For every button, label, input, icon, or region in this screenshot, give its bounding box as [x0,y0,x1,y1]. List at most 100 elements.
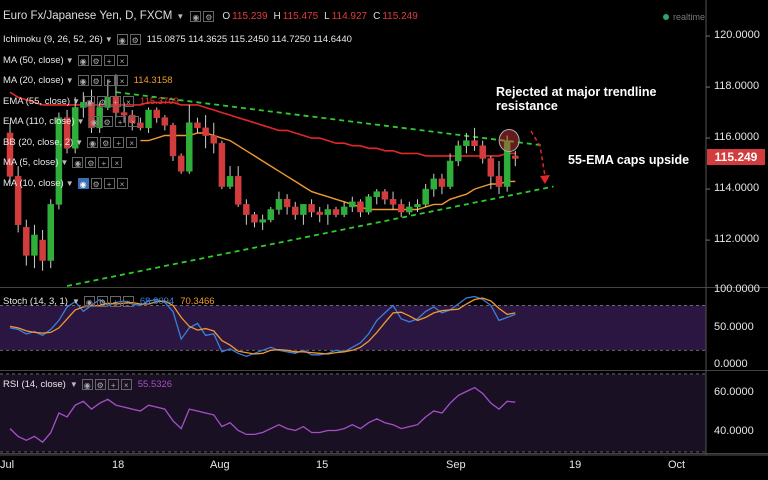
ohlc-values: O 115.239 H 115.475 L 114.927 C 115.249 [222,11,423,22]
settings-icon[interactable]: ⚙ [96,296,108,307]
indicator-row[interactable]: EMA (110, close) ▼ ◉ ⚙ + × [3,116,141,127]
add-icon[interactable]: + [114,116,126,127]
indicator-label: Ichimoku (9, 26, 52, 26) [3,34,103,45]
stoch-tick-label: 50.0000 [714,320,754,333]
candle [495,176,503,187]
ohlc-key: C [373,10,381,22]
close-icon[interactable]: × [111,157,123,168]
add-icon[interactable]: + [113,136,125,148]
annotation-ema-caps: 55-EMA caps upside [568,153,690,167]
chevron-down-icon[interactable]: ▼ [104,35,113,44]
chevron-down-icon[interactable]: ▼ [65,76,74,85]
close-icon[interactable]: × [116,177,128,189]
candle [479,145,486,159]
x-tick-label: Oct [668,459,686,471]
eye-icon[interactable]: ◉ [83,95,95,107]
candle [137,122,144,129]
close-icon[interactable]: × [127,116,139,127]
candle [251,214,258,223]
candle [446,160,454,187]
candle [210,135,217,144]
candle [397,204,405,213]
chevron-down-icon[interactable]: ▼ [65,55,74,65]
indicator-row[interactable]: MA (20, close) ▼ ◉ ⚙ + × 114.3158 [3,75,173,86]
chevron-down-icon[interactable]: ▼ [176,11,185,21]
chevron-down-icon[interactable]: ▼ [65,178,74,188]
ohlc-key: O [222,10,231,22]
candle [292,206,299,215]
candle [357,201,364,213]
eye-icon[interactable]: ◉ [83,296,95,307]
add-icon[interactable]: + [109,296,121,307]
eye-icon[interactable]: ◉ [77,54,89,66]
add-icon[interactable]: + [103,54,115,66]
chart-title-row: Euro Fx/Japanese Yen, D, FXCM ▼ ◉ ⚙ O 115… [3,10,424,22]
close-icon[interactable]: × [116,54,128,66]
chevron-down-icon[interactable]: ▼ [75,137,84,147]
indicator-label: MA (5, close) [3,157,59,168]
rsi-tick-label: 60.0000 [714,386,754,399]
chevron-down-icon[interactable]: ▼ [60,158,69,167]
rsi-line [9,386,516,444]
eye-icon[interactable]: ◉ [77,75,89,86]
settings-icon[interactable]: ⚙ [90,54,102,66]
candle [23,227,30,256]
settings-icon[interactable]: ⚙ [100,136,112,148]
candle [63,117,71,149]
chevron-down-icon[interactable]: ▼ [71,297,80,306]
candle [47,204,54,261]
chevron-down-icon[interactable]: ▼ [76,117,85,126]
candle [96,107,103,129]
close-icon[interactable]: × [116,75,128,86]
settings-icon[interactable]: ⚙ [90,75,102,86]
add-icon[interactable]: + [103,177,115,189]
symbol-title[interactable]: Euro Fx/Japanese Yen, D, FXCM [3,10,173,22]
eye-icon[interactable]: ◉ [116,34,128,45]
eye-icon[interactable]: ◉ [77,177,89,189]
add-icon[interactable]: + [103,75,115,86]
close-icon[interactable]: × [122,296,134,307]
rsi-label: RSI (14, close) [3,379,66,390]
settings-icon[interactable]: ⚙ [203,10,215,22]
settings-icon[interactable]: ⚙ [94,379,106,390]
candle [463,140,470,146]
candle [381,191,389,200]
add-icon[interactable]: + [107,379,119,390]
trendline-lower [66,185,554,287]
chevron-down-icon[interactable]: ▼ [69,380,78,389]
close-icon[interactable]: × [122,95,134,107]
chevron-down-icon[interactable]: ▼ [72,96,80,106]
candle [226,176,234,187]
settings-icon[interactable]: ⚙ [90,177,102,189]
indicator-row[interactable]: Ichimoku (9, 26, 52, 26) ▼ ◉ ⚙ 115.0875 114.… [3,34,352,45]
x-tick-label: Sep [446,459,466,471]
rsi-tick-label: 40.0000 [714,425,754,438]
indicator-row[interactable]: EMA (55, close) ▼ ◉ ⚙ + × 115.3709 [3,95,179,107]
add-icon[interactable]: + [109,95,121,107]
candle [259,219,266,223]
eye-icon[interactable]: ◉ [81,379,93,390]
settings-icon[interactable]: ⚙ [129,34,141,45]
realtime-dot-icon [663,14,669,20]
indicator-row[interactable]: MA (5, close) ▼ ◉ ⚙ + × [3,157,124,168]
candle [129,114,136,124]
close-icon[interactable]: × [120,379,132,390]
y-tick-label: 114.0000 [714,182,760,195]
indicator-row[interactable]: BB (20, close, 2) ▼ ◉ ⚙ + × [3,136,139,148]
eye-icon[interactable]: ◉ [190,10,202,22]
candle [80,102,87,108]
close-icon[interactable]: × [126,136,138,148]
settings-icon[interactable]: ⚙ [101,116,113,127]
add-icon[interactable]: + [98,157,110,168]
indicator-row[interactable]: MA (10, close) ▼ ◉ ⚙ + × [3,177,130,189]
candle [55,117,63,205]
eye-icon[interactable]: ◉ [87,136,99,148]
settings-icon[interactable]: ⚙ [96,95,108,107]
eye-icon[interactable]: ◉ [72,157,84,168]
indicator-row[interactable]: MA (50, close) ▼ ◉ ⚙ + × [3,54,130,66]
candle [455,145,462,162]
eye-icon[interactable]: ◉ [88,116,100,127]
candle [88,102,95,129]
settings-icon[interactable]: ⚙ [85,157,97,168]
